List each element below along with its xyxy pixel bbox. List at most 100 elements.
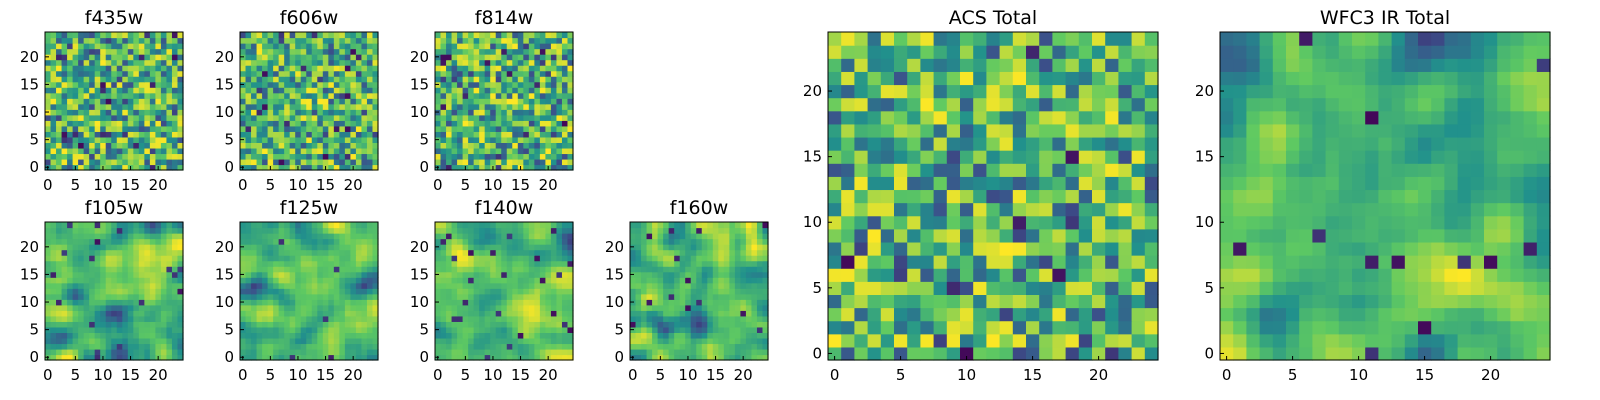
heatmap-cell: [361, 260, 368, 267]
heatmap-cell: [295, 147, 302, 155]
heatmap-cell: [245, 266, 252, 273]
heatmap-cell: [278, 244, 285, 251]
heatmap-cell: [350, 343, 357, 350]
heatmap-cell: [556, 321, 563, 328]
heatmap-cell: [267, 337, 274, 345]
heatmap-cell: [745, 326, 753, 333]
heatmap-cell: [561, 92, 569, 99]
heatmap-cell: [440, 76, 447, 83]
heatmap-cell: [512, 54, 519, 61]
heatmap-cell: [490, 337, 497, 345]
heatmap-cell: [149, 142, 156, 149]
heatmap-cell: [61, 249, 68, 256]
heatmap-cell: [718, 299, 725, 306]
heatmap-cell: [300, 304, 307, 311]
heatmap-cell: [105, 114, 112, 121]
heatmap-cell: [440, 255, 447, 262]
heatmap-cell: [278, 92, 285, 99]
heatmap-cell: [484, 54, 491, 61]
heatmap-cell: [133, 282, 140, 289]
heatmap-cell: [311, 222, 318, 229]
heatmap-cell: [350, 244, 357, 251]
heatmap-cell: [78, 54, 85, 61]
heatmap-cell: [490, 153, 497, 160]
heatmap-cell: [894, 255, 908, 269]
y-tick-label: 5: [224, 321, 234, 339]
heatmap-cell: [556, 271, 563, 278]
heatmap-cell: [262, 32, 269, 39]
heatmap-cell: [267, 142, 274, 149]
heatmap-cell: [506, 131, 513, 138]
heatmap-cell: [94, 153, 101, 160]
heatmap-cell: [946, 281, 961, 295]
heatmap-cell: [679, 244, 686, 251]
heatmap-cell: [679, 266, 686, 273]
heatmap-cell: [155, 37, 162, 44]
heatmap-cell: [267, 315, 274, 322]
x-tick-label: 0: [43, 176, 53, 194]
heatmap-cell: [344, 125, 351, 132]
heatmap-cell: [440, 114, 447, 121]
heatmap-cell: [155, 147, 162, 155]
heatmap-cell: [160, 282, 168, 289]
heatmap-cell: [67, 238, 74, 245]
heatmap-cell: [317, 348, 324, 356]
heatmap-cell: [841, 268, 855, 282]
heatmap-cell: [78, 266, 85, 273]
heatmap-cell: [240, 321, 247, 328]
heatmap-cell: [289, 348, 296, 356]
heatmap-cell: [317, 48, 324, 55]
heatmap-cell: [278, 54, 285, 61]
heatmap-cell: [262, 54, 269, 61]
heatmap-cell: [933, 307, 948, 322]
heatmap-cell: [56, 98, 63, 105]
heatmap-cell: [468, 354, 475, 361]
heatmap-cell: [83, 92, 90, 99]
heatmap-cell: [328, 125, 335, 132]
heatmap-cell: [284, 348, 291, 356]
heatmap-cell: [751, 304, 758, 311]
heatmap-cell: [83, 326, 90, 333]
heatmap-cell: [83, 271, 90, 278]
heatmap-cell: [473, 120, 480, 127]
heatmap-cell: [311, 164, 318, 171]
heatmap-cell: [155, 81, 162, 88]
heatmap-cell: [534, 354, 541, 361]
heatmap-cell: [528, 271, 535, 278]
heatmap-cell: [435, 98, 442, 105]
heatmap-cell: [94, 54, 101, 61]
heatmap-cell: [245, 348, 252, 356]
heatmap-cell: [111, 65, 118, 72]
heatmap-cell: [333, 92, 340, 99]
heatmap-cell: [72, 277, 79, 284]
heatmap-cell: [440, 147, 447, 155]
heatmap-cell: [177, 337, 184, 345]
heatmap-cell: [122, 249, 129, 256]
heatmap-cell: [67, 277, 74, 284]
heatmap-cell: [723, 337, 730, 345]
heatmap-cell: [355, 103, 363, 110]
heatmap-cell: [177, 244, 184, 251]
heatmap-cell: [61, 131, 68, 138]
heatmap-cell: [61, 238, 68, 245]
heatmap-cell: [451, 147, 458, 155]
heatmap-cell: [122, 299, 129, 306]
heatmap-cell: [528, 37, 535, 44]
heatmap-cell: [451, 65, 458, 72]
heatmap-cell: [56, 131, 63, 138]
heatmap-cell: [267, 222, 274, 229]
heatmap-cell: [462, 158, 469, 166]
heatmap-cell: [1144, 281, 1159, 295]
heatmap-cell: [545, 321, 552, 328]
heatmap-cell: [468, 304, 475, 311]
heatmap-cell: [663, 354, 670, 361]
heatmap-cell: [122, 304, 129, 311]
heatmap-cell: [273, 343, 280, 350]
heatmap-cell: [306, 288, 313, 295]
heatmap-cell: [630, 348, 637, 356]
heatmap-cell: [723, 260, 730, 267]
heatmap-cell: [267, 266, 274, 273]
heatmap-cell: [451, 244, 458, 251]
heatmap-cell: [333, 125, 340, 132]
heatmap-cell: [61, 227, 68, 234]
